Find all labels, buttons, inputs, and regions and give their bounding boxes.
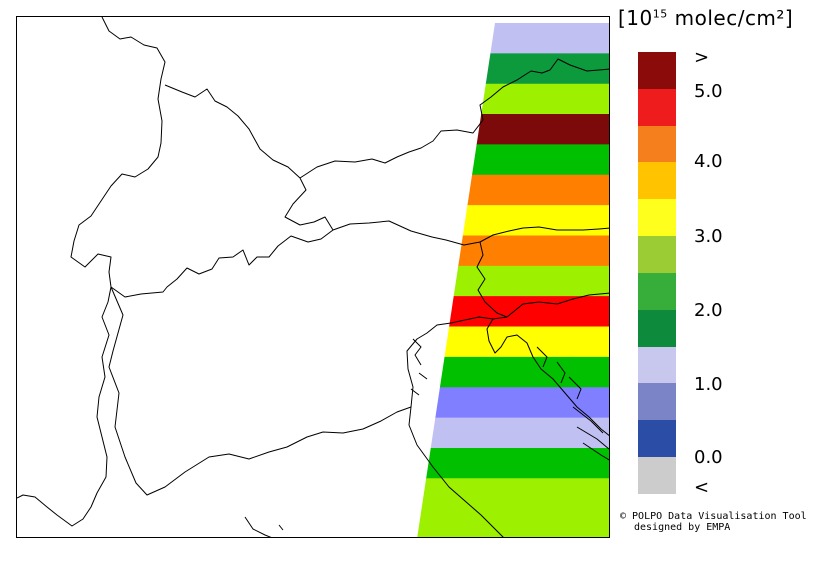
credit-line-1: © POLPO Data Visualisation Tool (620, 511, 807, 522)
elba-island (278, 524, 284, 531)
swath-band (485, 53, 609, 85)
corsica-edge (244, 516, 272, 537)
swath-band (426, 447, 609, 479)
france-east-border (17, 17, 166, 527)
italy-coastline (108, 286, 508, 496)
legend-swatch (638, 457, 676, 494)
legend-label-0: 0.0 (694, 447, 723, 468)
lagoon-islands (410, 338, 428, 396)
legend-swatch (638, 272, 676, 310)
legend-swatch (638, 125, 676, 163)
swath-band (417, 508, 609, 537)
swath-band (435, 387, 609, 419)
legend-swatch (638, 420, 676, 458)
legend-label-3: 3.0 (694, 226, 723, 247)
credit-text: © POLPO Data Visualisation Tool designed… (620, 511, 807, 533)
switzerland-border (110, 84, 334, 298)
unit-prefix: [10 (618, 6, 653, 30)
swath-band (430, 417, 609, 449)
italy-adriatic-coast (408, 406, 504, 537)
swath-band (467, 174, 609, 206)
slovenia-croatia-border (506, 292, 609, 318)
swath-band (481, 83, 609, 115)
color-scale-bar (638, 52, 676, 494)
swath-band (453, 265, 609, 297)
swath-band (421, 478, 609, 510)
legend-swatch (638, 88, 676, 126)
swath-band (439, 356, 609, 388)
legend-unit-label: [1015 molec/cm²] (618, 6, 793, 30)
croatian-islands (536, 346, 609, 461)
credit-line-2: designed by EMPA (634, 522, 731, 533)
legend-swatch (638, 346, 676, 384)
swath-band (471, 144, 609, 176)
map-frame (16, 16, 610, 538)
legend-label-5: 5.0 (694, 81, 723, 102)
legend-swatch (638, 52, 676, 89)
unit-suffix: molec/cm²] (667, 6, 794, 30)
legend-swatch (638, 309, 676, 347)
germany-austria-border (299, 58, 609, 179)
legend-label-above: > (694, 47, 710, 68)
legend-label-1: 1.0 (694, 374, 723, 395)
swath-band (490, 23, 609, 54)
unit-exponent: 15 (652, 7, 668, 21)
satellite-swath (417, 23, 609, 537)
legend-swatch (638, 236, 676, 273)
swath-band (449, 296, 609, 328)
legend-swatch (638, 162, 676, 200)
swath-band (458, 235, 609, 267)
swath-band (462, 205, 609, 237)
legend-swatch (638, 383, 676, 421)
istria-coast (486, 318, 609, 437)
map-canvas (17, 17, 609, 537)
swath-band (444, 326, 609, 358)
legend-swatch (638, 199, 676, 237)
legend-label-below: < (694, 477, 710, 498)
country-borders (17, 17, 609, 537)
legend-label-2: 2.0 (694, 300, 723, 321)
italy-slovenia-border (476, 241, 508, 318)
legend-label-4: 4.0 (694, 151, 723, 172)
swath-band (476, 114, 609, 146)
